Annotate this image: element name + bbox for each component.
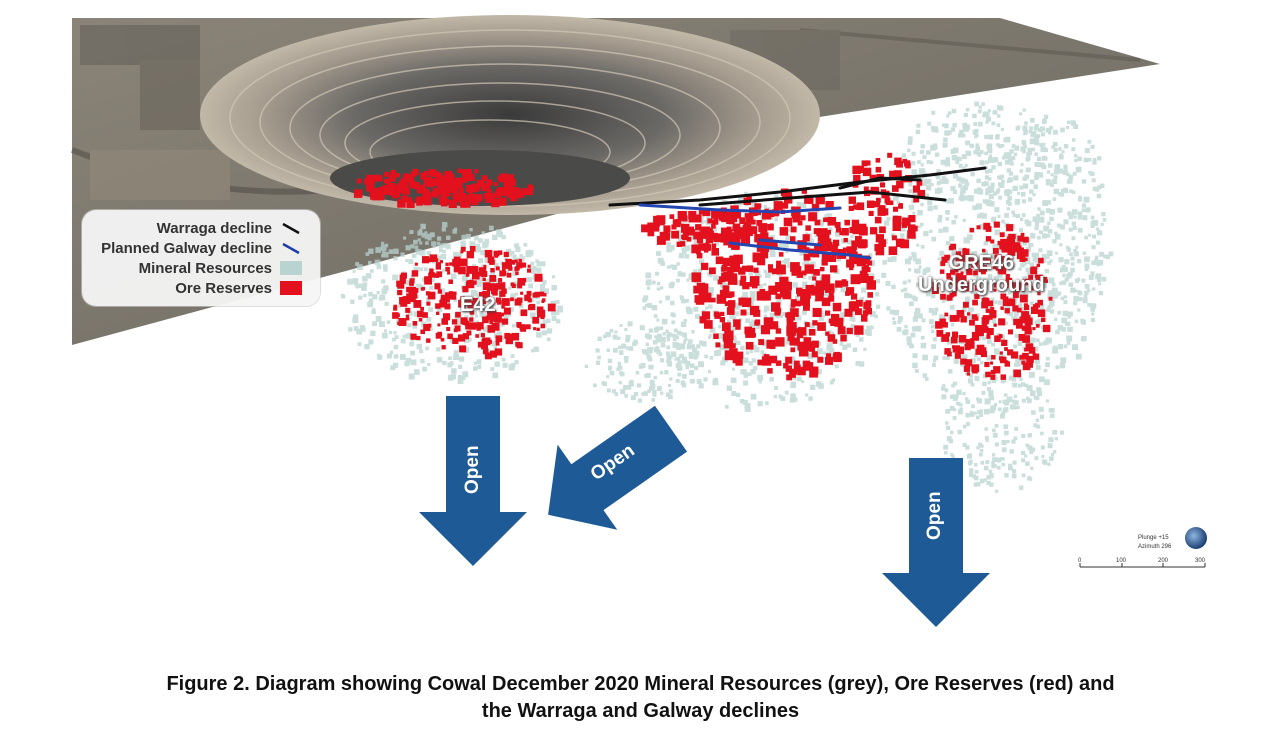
legend-label: Planned Galway decline: [101, 239, 272, 257]
open-arrow-e42: [419, 396, 527, 566]
grey-box-icon: [280, 261, 302, 275]
scale-tick: 300: [1195, 558, 1206, 564]
figure-caption: Figure 2. Diagram showing Cowal December…: [0, 671, 1281, 725]
scale-bar-line: [1079, 563, 1206, 568]
galway-decline: [638, 203, 872, 260]
red-box-icon: [280, 281, 302, 295]
caption-line-1: Figure 2. Diagram showing Cowal December…: [166, 673, 1115, 695]
legend-label: Ore Reserves: [175, 279, 272, 297]
ore-reserves-cloud: [353, 152, 1053, 381]
legend-item-galway: Planned Galway decline: [101, 238, 302, 258]
open-arrow-gre46: [882, 458, 990, 627]
scale-tick: 0: [1078, 558, 1082, 564]
warraga-decline: [608, 166, 987, 207]
blue-line-icon: [280, 241, 302, 255]
black-line-icon: [280, 221, 302, 235]
gre46-label: GRE46 Underground: [918, 252, 1045, 296]
plunge-text: Plunge +15: [1138, 535, 1169, 541]
legend: Warraga decline Planned Galway decline M…: [82, 210, 320, 306]
legend-label: Warraga decline: [156, 219, 272, 237]
legend-label: Mineral Resources: [138, 259, 272, 277]
open-label-e42: Open: [462, 445, 483, 494]
e42-label: E42: [460, 294, 496, 316]
globe-icon: [1185, 527, 1207, 549]
orientation-scale: Plunge +15 Azimuth 296 0 100 200 300: [1078, 525, 1213, 570]
scale-tick: 200: [1158, 558, 1169, 564]
scale-tick: 100: [1116, 558, 1127, 564]
open-arrow-middle: [548, 405, 688, 530]
azimuth-text: Azimuth 296: [1138, 544, 1172, 550]
legend-item-mineral-resources: Mineral Resources: [139, 258, 302, 278]
legend-item-warraga: Warraga decline: [157, 218, 302, 238]
open-label-gre46: Open: [924, 491, 945, 540]
caption-line-2: the Warraga and Galway declines: [481, 700, 800, 722]
orebody-3d-view: [70, 15, 1207, 627]
orientation-info: Plunge +15 Azimuth 296: [1138, 534, 1171, 552]
legend-item-ore-reserves: Ore Reserves: [175, 278, 302, 298]
